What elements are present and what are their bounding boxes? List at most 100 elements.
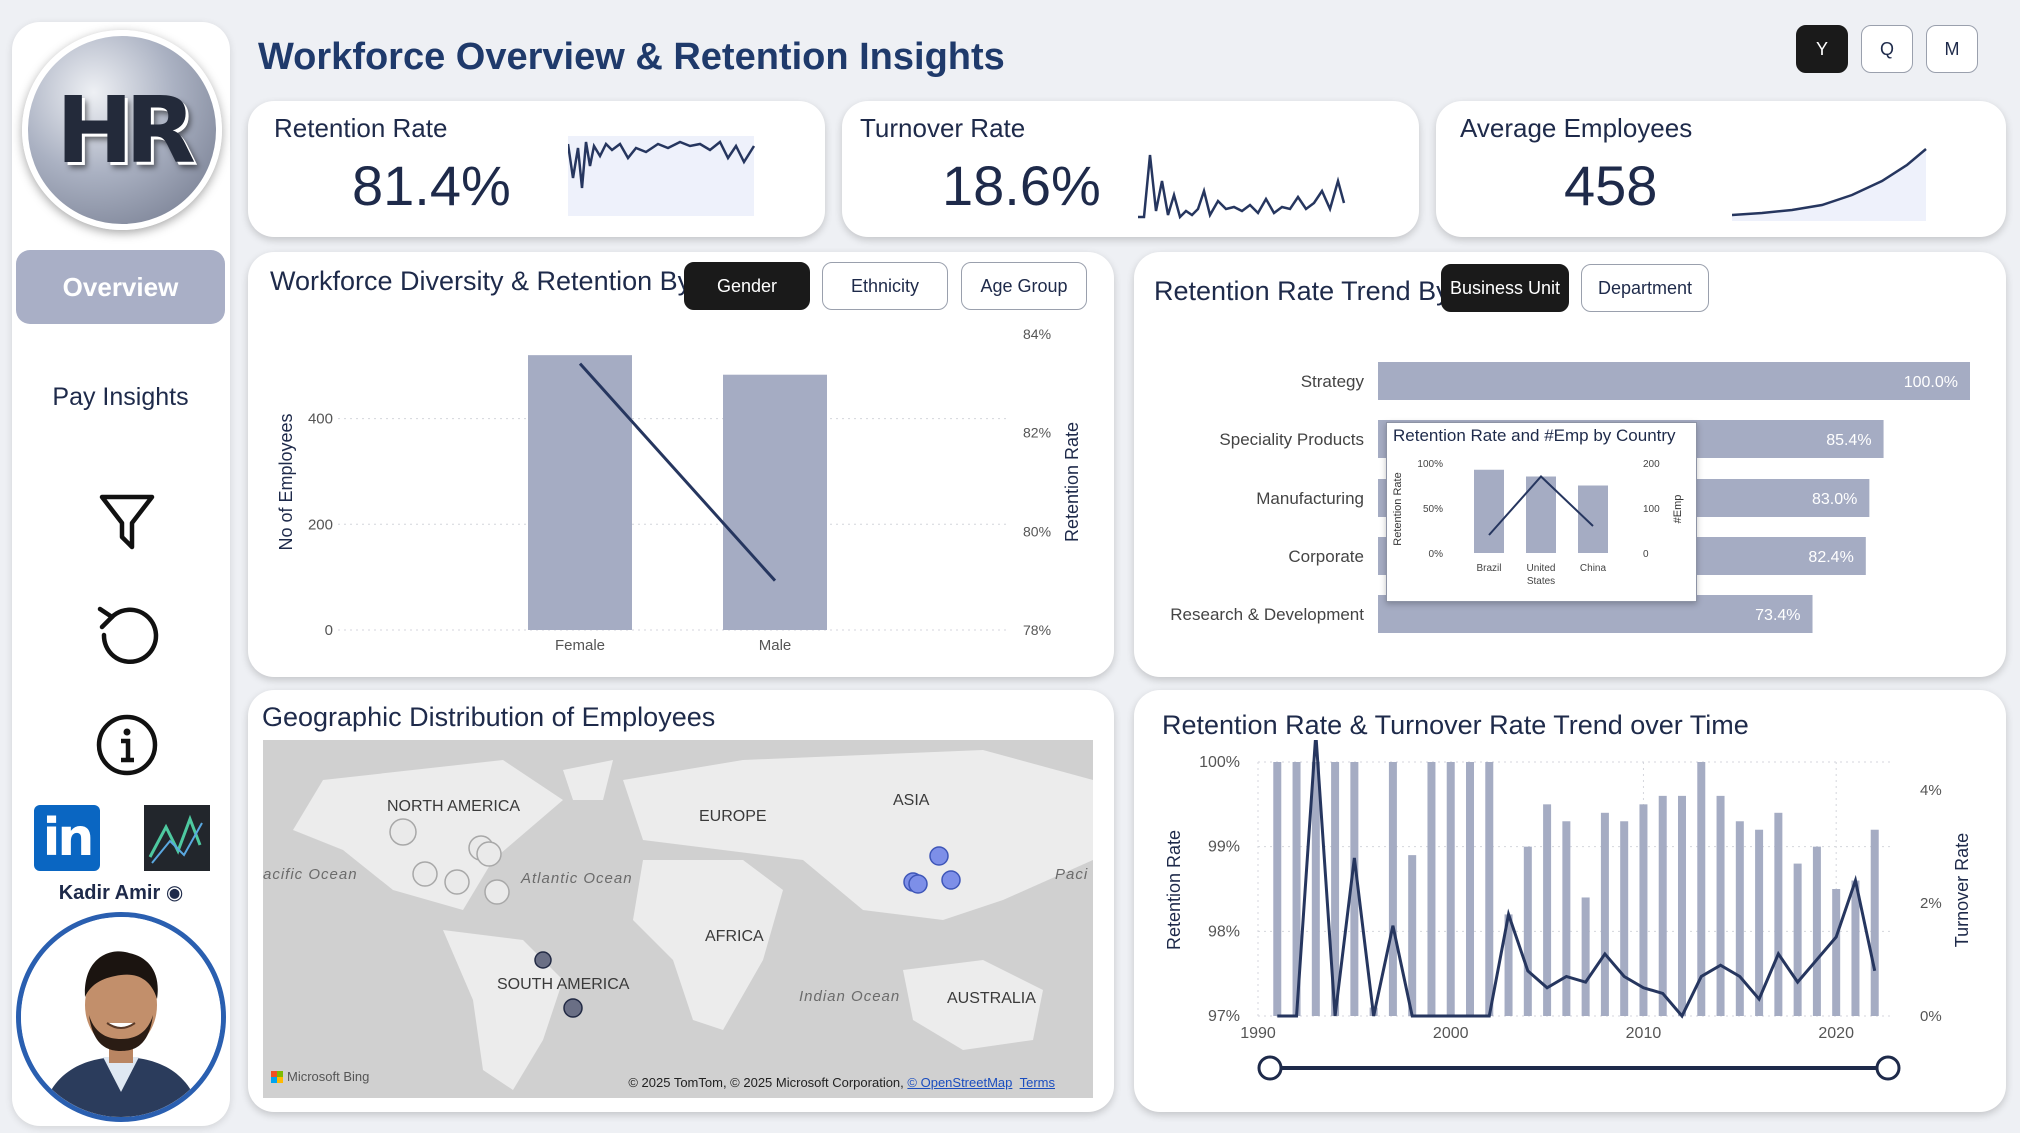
bar [528,355,632,630]
map-marker[interactable] [563,998,583,1018]
nav-overview[interactable]: Overview [16,250,225,324]
time-trend-card: Retention Rate & Turnover Rate Trend ove… [1134,690,2006,1112]
x-tick-label: States [1527,576,1555,587]
y2-tick-label: 0 [1643,549,1649,560]
y2-axis-label: Turnover Rate [1952,833,1972,947]
bar [1639,804,1648,1016]
kpi-value: 458 [1564,154,1658,217]
info-icon[interactable] [92,710,162,780]
map-marker[interactable] [476,841,502,867]
y2-tick-label: 2% [1920,895,1942,912]
y-tick-label: 0 [325,622,333,639]
geo-title: Geographic Distribution of Employees [262,702,716,732]
kpi-value: 18.6% [942,154,1101,217]
ocean-label: Atlantic Ocean [521,870,633,887]
hr-logo: HR [22,30,222,230]
filter-icon[interactable] [92,485,162,555]
map-markers [389,818,961,1018]
y2-axis-label: #Emp [1672,495,1684,524]
continent-label: SOUTH AMERICA [497,976,630,993]
nav-pay-insights[interactable]: Pay Insights [52,382,189,411]
continent-label: AUSTRALIA [947,990,1036,1007]
x-tick-label: 2000 [1433,1025,1469,1042]
bar [1620,821,1629,1016]
age-group-toggle[interactable]: Age Group [961,262,1087,310]
y2-tick-label: 4% [1920,782,1942,799]
bar [1378,362,1970,400]
y-axis-label: Retention Rate [1164,830,1184,950]
map-marker[interactable] [389,818,417,846]
category-label: Manufacturing [1256,489,1364,508]
map-marker[interactable] [412,861,438,887]
category-label: Strategy [1301,372,1365,391]
continent-label: NORTH AMERICA [387,798,521,815]
author-avatar [16,912,226,1122]
linkedin-icon[interactable]: in [34,805,100,871]
y-tick-label: 98% [1208,923,1240,940]
tooltip-title: Retention Rate and #Emp by Country [1393,426,1676,445]
time-trend-chart: 97% 98% 99% 100% 0% 2% 4% 1990 2000 2010 2020 Reten… [1164,740,1972,1081]
page-title: Workforce Overview & Retention Insights [258,36,1005,78]
x-tick-label: 2010 [1626,1025,1662,1042]
data-label: 82.4% [1808,549,1853,566]
range-slider-end-handle[interactable] [1875,1055,1901,1081]
map-credit: © 2025 TomTom, © 2025 Microsoft Corporat… [628,1075,1055,1090]
period-year-button[interactable]: Y [1796,25,1848,73]
bar [1735,821,1744,1016]
y-tick-label: 100% [1199,754,1240,771]
map-marker[interactable] [941,870,961,890]
category-label: Corporate [1288,547,1364,566]
bar [723,374,827,630]
bar [1446,762,1455,1016]
gender-toggle[interactable]: Gender [684,262,810,310]
y2-tick-label: 200 [1643,459,1660,470]
business-unit-toggle[interactable]: Business Unit [1441,264,1569,312]
bar [1578,485,1608,553]
y-tick-label: 99% [1208,839,1240,856]
bar [1851,880,1860,1016]
x-tick-label: Female [555,637,605,654]
kpi-label: Retention Rate [274,113,448,143]
y-tick-label: 400 [308,411,333,428]
kpi-value: 81.4% [352,154,511,217]
ethnicity-toggle[interactable]: Ethnicity [822,262,948,310]
map-marker[interactable] [534,951,552,969]
map-marker[interactable] [484,879,510,905]
world-map[interactable]: NORTH AMERICA EUROPE ASIA AFRICA SOUTH A… [263,740,1093,1098]
period-quarter-button[interactable]: Q [1861,25,1913,73]
category-label: Speciality Products [1219,430,1364,449]
bar [1292,762,1301,1016]
department-toggle[interactable]: Department [1581,264,1709,312]
world-map-land [293,750,1093,1090]
x-tick-label: 1990 [1240,1025,1276,1042]
kpi-average-card: Average Employees 458 [1436,101,2006,237]
bar [1600,812,1609,1016]
bar [1697,762,1706,1016]
continent-label: AFRICA [705,928,764,945]
range-slider-start-handle[interactable] [1257,1055,1283,1081]
map-marker[interactable] [908,874,928,894]
kpi-retention-card: Retention Rate 81.4% [248,101,825,237]
bar [1581,897,1590,1016]
country-tooltip: Retention Rate and #Emp by Country 0% 50%… [1386,422,1697,602]
analytics-icon[interactable] [144,805,210,871]
terms-link[interactable]: Terms [1019,1075,1055,1090]
y2-tick-label: 82% [1023,425,1051,441]
retention-line [1488,475,1594,536]
map-marker[interactable] [929,846,949,866]
bar [1658,795,1667,1016]
bar [1678,795,1686,1016]
y-tick-label: 50% [1423,504,1443,515]
data-label: 85.4% [1826,432,1871,449]
y2-tick-label: 0% [1920,1008,1942,1025]
openstreetmap-link[interactable]: © OpenStreetMap [907,1075,1013,1090]
gender-chart: 0 200 400 78% 80% 82% 84% No of Employees Retent… [276,326,1082,654]
map-marker[interactable] [444,869,470,895]
turnover-line [1277,740,1877,1019]
bar [1870,829,1879,1016]
category-label: Research & Development [1170,605,1364,624]
reset-icon[interactable] [92,595,162,665]
period-month-button[interactable]: M [1926,25,1978,73]
bar [1774,812,1783,1016]
data-label: 100.0% [1904,374,1958,391]
